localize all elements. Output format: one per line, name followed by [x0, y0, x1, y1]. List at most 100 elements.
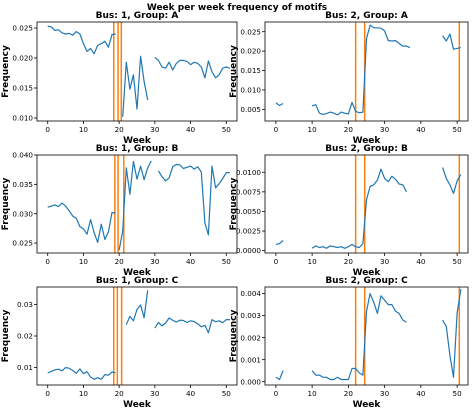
y-tick-label: 0.025	[12, 239, 33, 248]
x-tick-label: 10	[79, 389, 89, 398]
y-axis-label: Frequency	[229, 310, 239, 363]
x-tick-label: 20	[344, 389, 354, 398]
plot-area	[275, 155, 462, 253]
y-tick-label: 0.040	[12, 151, 33, 160]
x-tick-label: 30	[380, 389, 390, 398]
series-line	[442, 289, 462, 378]
x-tick-label: 0	[45, 125, 50, 134]
axes-frame	[36, 154, 238, 254]
panel-3: Bus: 1, Group: B 0 10 20 30 40 50 0.025 0.030 0.0…	[1, 144, 238, 278]
series-line	[311, 293, 407, 381]
y-tick-label: 0.015	[12, 84, 33, 93]
x-tick-label: 30	[150, 125, 160, 134]
x-tick-label: 30	[150, 257, 160, 266]
y-tick-label: 0.0075	[236, 187, 261, 196]
y-tick-label: 0.004	[240, 289, 261, 298]
series-line	[311, 168, 407, 249]
plot-area	[47, 22, 231, 121]
y-tick-label: 0.01	[17, 363, 33, 372]
panel-title: Bus: 1, Group: A	[96, 11, 179, 21]
axes-frame	[264, 154, 469, 254]
x-tick-label: 0	[274, 257, 279, 266]
x-tick-label: 40	[186, 125, 196, 134]
panels: Bus: 1, Group: A0 10 20 30 40 500.0100.0150.0…	[1, 11, 469, 410]
axes-frame	[36, 21, 238, 122]
series-line	[47, 25, 116, 55]
x-tick-label: 0	[45, 389, 50, 398]
x-axis-label: Week	[353, 400, 382, 410]
y-axis-label: Frequency	[1, 45, 11, 98]
x-tick-label: 40	[186, 389, 196, 398]
x-tick-label: 20	[115, 257, 125, 266]
series-line	[47, 367, 116, 380]
x-tick-label: 20	[344, 257, 354, 266]
y-tick-label: 0.0000	[236, 246, 262, 255]
x-tick-label: 0	[274, 125, 279, 134]
x-axis-label: Week	[353, 268, 382, 278]
figure-title: Week per week frequency of motifs	[147, 3, 327, 13]
y-axis-label: Frequency	[1, 310, 11, 363]
series-line	[157, 163, 230, 236]
y-axis-label: Frequency	[229, 178, 239, 231]
series-line	[442, 167, 462, 194]
y-tick-label: 0.0100	[236, 168, 262, 177]
y-tick-label: 0.010	[12, 114, 33, 123]
axes-frame	[264, 21, 469, 122]
x-tick-label: 20	[115, 125, 125, 134]
x-tick-label: 40	[416, 257, 426, 266]
y-tick-label: 0.035	[12, 180, 33, 189]
x-tick-label: 10	[79, 125, 89, 134]
series-line	[154, 56, 231, 79]
x-axis-label: Week	[353, 136, 382, 146]
y-axis-label: Frequency	[229, 45, 239, 98]
series-line	[122, 55, 149, 117]
x-tick-label: 0	[274, 389, 279, 398]
series-line	[118, 160, 152, 251]
series-line	[275, 240, 284, 245]
y-tick-label: 0.0025	[236, 227, 261, 236]
panel-5: Bus: 1, Group: C 0 10 20 30 40 50 0.01 0.02 0.03 W…	[1, 276, 238, 410]
x-tick-label: 40	[186, 257, 196, 266]
panel-6: Bus: 2, Group: C 0 10 20 30 40 50 0.000 0.001 0.0…	[229, 276, 469, 410]
x-tick-label: 30	[380, 125, 390, 134]
x-tick-label: 40	[416, 125, 426, 134]
series-line	[442, 33, 461, 50]
panel-title: Bus: 2, Group: B	[325, 144, 408, 154]
x-tick-label: 50	[222, 257, 232, 266]
plot-area	[47, 287, 230, 385]
series-line	[125, 290, 149, 325]
x-axis-label: Week	[123, 136, 152, 146]
plot-area	[275, 287, 462, 385]
x-tick-label: 10	[79, 257, 89, 266]
y-axis-label: Frequency	[1, 178, 11, 231]
panel-title: Bus: 2, Group: C	[325, 276, 408, 286]
x-tick-label: 20	[344, 125, 354, 134]
y-tick-label: 0.000	[240, 377, 261, 386]
series-line	[47, 202, 116, 243]
panel-title: Bus: 2, Group: A	[325, 11, 408, 21]
x-axis-label: Week	[123, 268, 152, 278]
x-tick-label: 50	[453, 257, 463, 266]
y-tick-label: 0.005	[240, 105, 261, 114]
series-line	[275, 102, 284, 107]
y-tick-label: 0.020	[12, 54, 33, 63]
y-tick-label: 0.015	[240, 66, 261, 75]
y-tick-label: 0.025	[12, 24, 33, 33]
x-tick-label: 40	[416, 389, 426, 398]
x-tick-label: 30	[380, 257, 390, 266]
y-tick-label: 0.010	[240, 86, 261, 95]
x-tick-label: 50	[453, 125, 463, 134]
series-line	[275, 370, 284, 381]
panel-1: Bus: 1, Group: A 0 10 20 30 40 50 0.010 0.015 0.0…	[1, 11, 238, 146]
x-tick-label: 20	[115, 389, 125, 398]
y-tick-label: 0.003	[240, 311, 261, 320]
axes-frame	[264, 286, 469, 386]
y-tick-label: 0.001	[240, 355, 261, 364]
x-tick-label: 10	[308, 125, 318, 134]
x-tick-label: 30	[150, 389, 160, 398]
y-tick-label: 0.0050	[236, 207, 262, 216]
panel-4: Bus: 2, Group: B 0 10 20 30 40 50 0.0000 0.0025 0…	[229, 144, 469, 278]
y-tick-label: 0.020	[240, 47, 261, 56]
y-tick-label: 0.002	[240, 333, 261, 342]
